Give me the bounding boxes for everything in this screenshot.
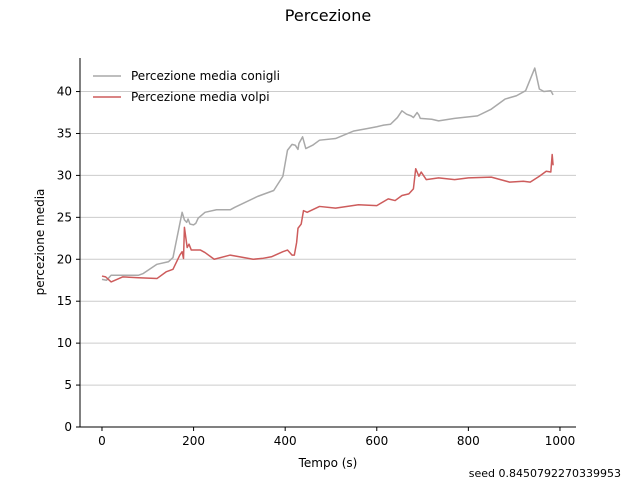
y-tick-label: 15 <box>57 294 72 308</box>
y-axis-ticks: 0 5 10 15 20 25 30 35 40 <box>57 85 80 434</box>
x-tick-label: 1000 <box>545 434 576 448</box>
x-tick-label: 600 <box>365 434 388 448</box>
y-tick-label: 25 <box>57 210 72 224</box>
x-tick-label: 400 <box>274 434 297 448</box>
x-tick-label: 800 <box>457 434 480 448</box>
y-tick-label: 5 <box>64 378 72 392</box>
series-line-conigli <box>101 67 554 281</box>
series-lines <box>101 67 554 283</box>
legend-label-volpi: Percezione media volpi <box>131 90 270 104</box>
y-tick-label: 20 <box>57 252 72 266</box>
y-tick-label: 0 <box>64 420 72 434</box>
gridlines <box>80 91 576 386</box>
x-tick-label: 200 <box>182 434 205 448</box>
y-tick-label: 10 <box>57 336 72 350</box>
seed-footnote: seed 0.8450792270339953 <box>469 467 621 480</box>
y-axis-title: percezione media <box>33 189 47 296</box>
legend-label-conigli: Percezione media conigli <box>131 69 280 83</box>
x-axis-ticks: 0 200 400 600 800 1000 <box>98 427 575 448</box>
y-tick-label: 40 <box>57 85 72 99</box>
x-axis-title: Tempo (s) <box>298 456 358 470</box>
y-tick-label: 30 <box>57 168 72 182</box>
chart-title: Percezione <box>285 6 371 25</box>
x-tick-label: 0 <box>98 434 106 448</box>
series-line-volpi <box>101 153 554 283</box>
axes <box>79 58 576 428</box>
y-tick-label: 35 <box>57 126 72 140</box>
legend: Percezione media conigli Percezione medi… <box>93 69 280 104</box>
